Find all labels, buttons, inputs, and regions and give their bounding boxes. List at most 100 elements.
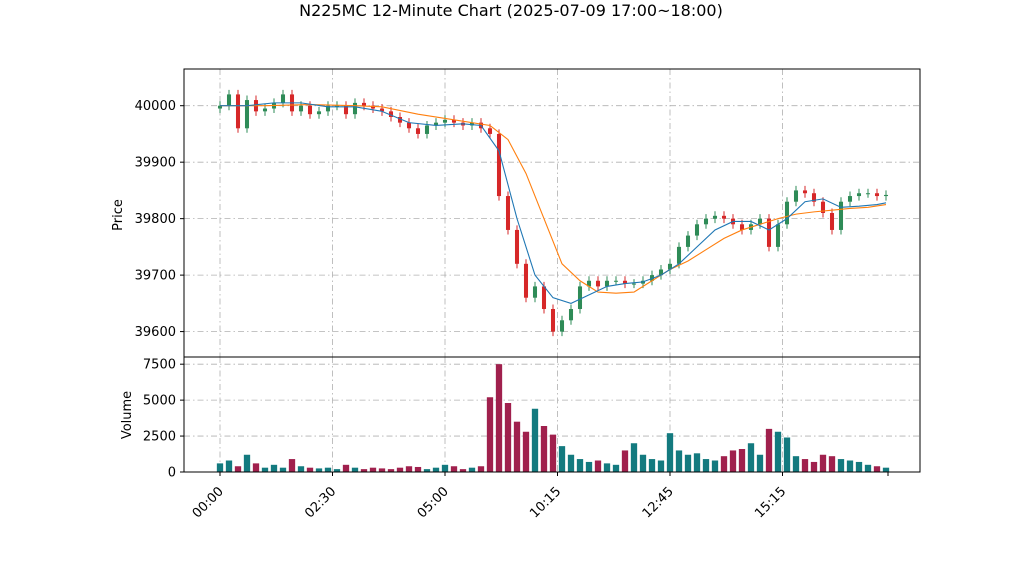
volume-bar	[477, 466, 485, 472]
candle-body	[442, 119, 448, 123]
volume-bar	[648, 459, 656, 472]
candle-body	[406, 122, 412, 129]
volume-bar	[711, 460, 719, 472]
candle-body	[757, 218, 763, 225]
volume-bar	[297, 466, 305, 472]
volume-axis-title: Volume	[120, 391, 135, 439]
volume-bar	[288, 459, 296, 472]
candle-body	[298, 105, 304, 112]
candle-body	[703, 218, 709, 225]
price-tick-label: 39700	[135, 269, 176, 284]
volume-bar	[324, 467, 332, 472]
price-tick-label: 40000	[135, 99, 176, 114]
volume-bar	[684, 454, 692, 472]
volume-bar	[612, 464, 620, 472]
price-y-ticks: 39600 39700 39800 39900 40000	[135, 99, 184, 340]
volume-bar	[639, 454, 647, 472]
chart-title: N225MC 12-Minute Chart (2025-07-09 17:00…	[299, 1, 723, 20]
x-ticks: 00:00 02:30 05:00 10:15 12:45 15:15	[190, 472, 889, 521]
volume-bar	[261, 467, 269, 472]
volume-bar	[405, 466, 413, 472]
candle-body	[577, 286, 583, 309]
candle-body	[586, 280, 592, 287]
candle-body	[829, 213, 835, 230]
candle-body	[370, 105, 376, 109]
volume-bar	[558, 446, 566, 472]
candle-body	[352, 102, 358, 115]
price-tick-label: 39600	[135, 325, 176, 340]
volume-bar	[243, 454, 251, 472]
volume-bar	[270, 464, 278, 472]
candle-body	[559, 320, 565, 332]
candle-body	[874, 193, 880, 197]
candle-body	[469, 122, 475, 126]
volume-bar	[738, 449, 746, 472]
price-axis-title: Price	[111, 199, 126, 231]
volume-bar	[801, 459, 809, 472]
volume-bar	[513, 421, 521, 472]
volume-tick-label: 7500	[143, 358, 176, 373]
candle-body	[622, 280, 628, 284]
volume-bar	[567, 454, 575, 472]
volume-bar	[756, 454, 764, 472]
candle-body	[523, 263, 529, 298]
candle-body	[217, 105, 223, 109]
volume-bar	[315, 468, 323, 472]
candle-body	[739, 224, 745, 230]
volume-grid	[184, 357, 920, 472]
candle-body	[307, 105, 313, 115]
candle-body	[361, 102, 367, 106]
volume-bar	[459, 469, 467, 472]
volume-bar	[333, 469, 341, 472]
candle-body	[667, 263, 673, 270]
volume-bar	[441, 464, 449, 472]
volume-bar	[387, 469, 395, 472]
ma-short-line	[220, 102, 887, 304]
candle-body	[883, 194, 889, 197]
volume-bar	[864, 464, 872, 472]
volume-tick-label: 5000	[143, 394, 176, 409]
x-tick-label: 15:15	[752, 484, 789, 521]
candle-body	[721, 215, 727, 219]
volume-bar	[657, 460, 665, 472]
volume-bar	[522, 431, 530, 472]
volume-bar	[765, 428, 773, 472]
volume-panel-frame	[183, 356, 921, 473]
x-tick-label: 00:00	[190, 484, 227, 521]
candle-body	[694, 224, 700, 236]
candle-body	[595, 280, 601, 287]
volume-bar	[603, 463, 611, 472]
candle-body	[604, 280, 610, 287]
volume-bar	[594, 460, 602, 472]
volume-bar	[279, 467, 287, 472]
volume-bar	[432, 467, 440, 472]
volume-bar	[783, 437, 791, 472]
candle-body	[325, 105, 331, 112]
candle-body	[316, 111, 322, 115]
candle-body	[487, 128, 493, 134]
candle-body	[280, 94, 286, 103]
candle-body	[226, 94, 232, 106]
volume-bar	[450, 466, 458, 472]
candle-body	[235, 94, 241, 129]
candle-body	[334, 105, 340, 107]
volume-tick-label: 2500	[143, 430, 176, 445]
candle-body	[676, 246, 682, 264]
candle-body	[811, 193, 817, 202]
volume-bar	[729, 450, 737, 472]
candle-body	[631, 283, 637, 285]
candle-body	[415, 128, 421, 134]
candle-body	[658, 269, 664, 276]
volume-bar	[837, 459, 845, 472]
volume-bar	[873, 466, 881, 472]
candle-body	[856, 193, 862, 197]
candle-body	[685, 235, 691, 247]
candle-body	[532, 286, 538, 298]
volume-bar	[252, 463, 260, 472]
volume-bar	[720, 456, 728, 472]
candle-body	[784, 201, 790, 225]
volume-bar	[621, 450, 629, 472]
volume-bar	[360, 469, 368, 472]
price-grid	[184, 69, 920, 357]
volume-bar	[576, 459, 584, 472]
